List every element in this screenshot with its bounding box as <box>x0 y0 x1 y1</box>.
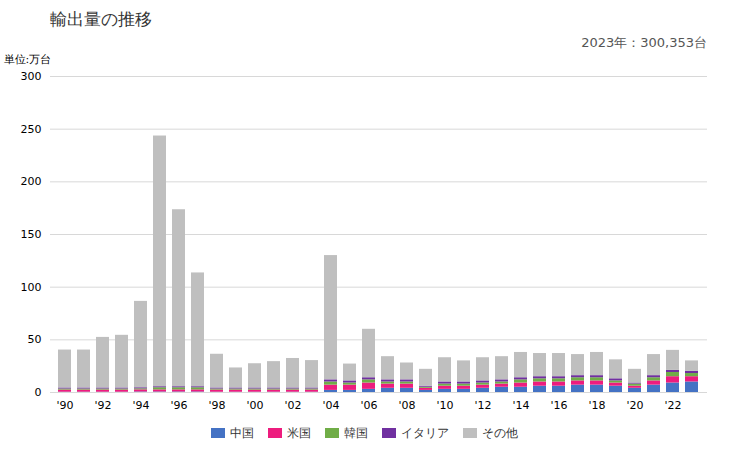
svg-text:50: 50 <box>28 333 42 346</box>
svg-text:'16: '16 <box>550 399 567 412</box>
html-text:輸出量の推移: 輸出量の推移 <box>50 9 152 29</box>
html-text:イタリア: イタリア <box>401 425 449 440</box>
svg-text:'22: '22 <box>664 399 681 412</box>
svg-text:'18: '18 <box>588 399 605 412</box>
svg-text:150: 150 <box>21 228 42 241</box>
html-text:米国: 米国 <box>287 425 311 440</box>
html-text:2023年：300,353台: 2023年：300,353台 <box>581 35 707 50</box>
svg-text:単位:万台: 単位:万台 <box>4 53 52 66</box>
svg-text:'92: '92 <box>94 399 111 412</box>
svg-text:'96: '96 <box>170 399 187 412</box>
svg-text:'90: '90 <box>56 399 73 412</box>
svg-text:'08: '08 <box>398 399 415 412</box>
svg-text:250: 250 <box>21 123 42 136</box>
svg-text:'98: '98 <box>208 399 225 412</box>
svg-text:'12: '12 <box>474 399 491 412</box>
svg-text:'06: '06 <box>360 399 377 412</box>
svg-text:300: 300 <box>21 70 42 83</box>
svg-text:'10: '10 <box>436 399 453 412</box>
svg-text:'00: '00 <box>246 399 263 412</box>
svg-text:200: 200 <box>21 175 42 188</box>
svg-text:'94: '94 <box>132 399 149 412</box>
svg-text:'04: '04 <box>322 399 339 412</box>
svg-text:'20: '20 <box>626 399 643 412</box>
html-text:その他: その他 <box>482 425 518 440</box>
svg-text:100: 100 <box>21 281 42 294</box>
svg-text:'02: '02 <box>284 399 301 412</box>
svg-text:'14: '14 <box>512 399 529 412</box>
html-text:韓国: 韓国 <box>344 425 368 440</box>
svg-text:0: 0 <box>35 386 42 399</box>
html-text:中国: 中国 <box>230 425 254 440</box>
